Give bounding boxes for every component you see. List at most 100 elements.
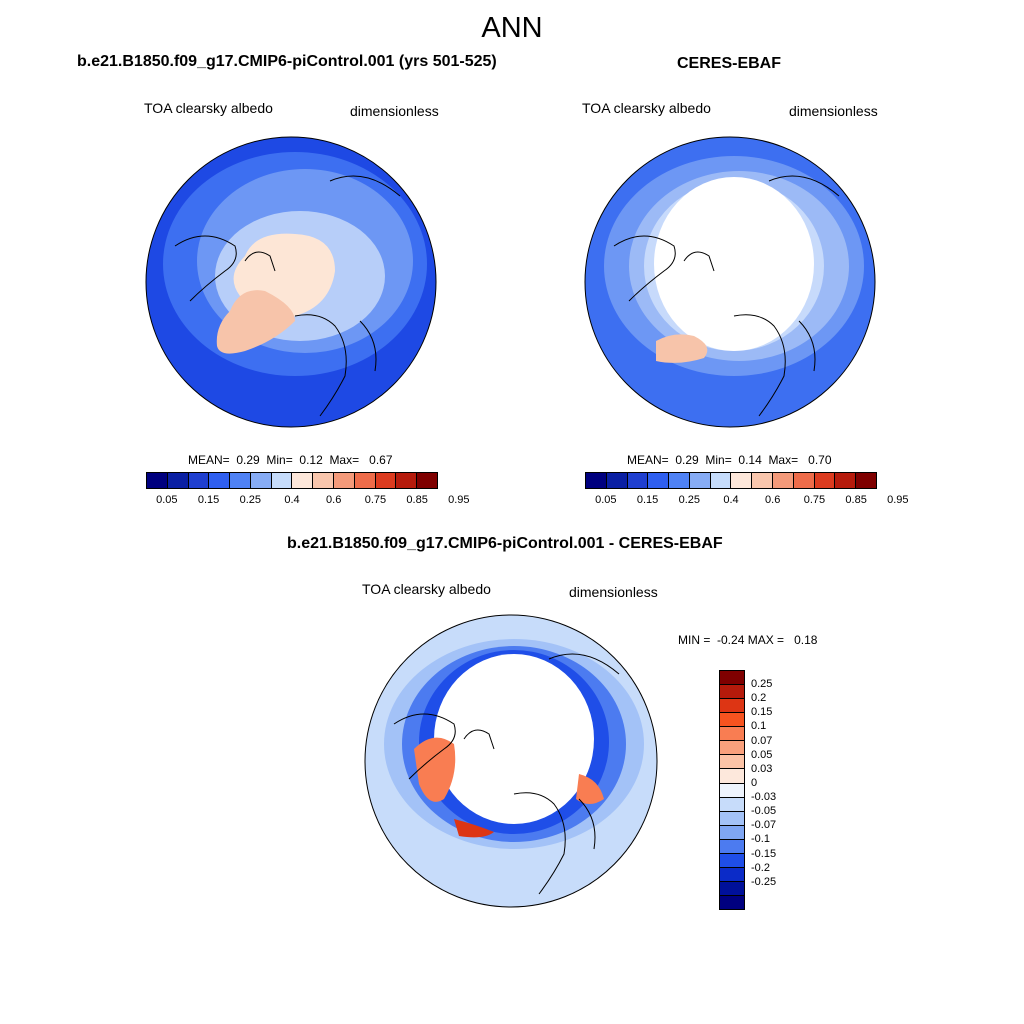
- colorbar-tick-label: 0.85: [406, 494, 428, 506]
- colorbar-swatch: [689, 473, 711, 488]
- colorbar-swatch: [856, 473, 876, 488]
- obs-variable-label: TOA clearsky albedo: [582, 100, 711, 116]
- colorbar-swatch: [720, 797, 744, 812]
- colorbar-swatch: [313, 473, 335, 488]
- diff-colorbar-ticks: 0.25 0.2 0.15 0.1 0.07 0.05 0.03 0 -0.03 -0.05 -0.…: [751, 670, 791, 910]
- colorbar-swatch: [720, 699, 744, 714]
- diff-stats: MIN = -0.24 MAX = 0.18: [678, 633, 818, 647]
- colorbar-swatch: [292, 473, 314, 488]
- colorbar-tick-label: -0.07: [751, 819, 777, 832]
- diff-colorbar: [719, 670, 745, 910]
- diff-coastline: [393, 653, 620, 895]
- colorbar-swatch: [375, 473, 397, 488]
- colorbar-swatch: [230, 473, 251, 488]
- colorbar-swatch: [773, 473, 794, 488]
- colorbar-swatch: [835, 473, 857, 488]
- obs-colorbar: [585, 472, 877, 489]
- model-colorbar-ticks: 0.05 0.15 0.25 0.4 0.6 0.75 0.85 0.95: [146, 494, 469, 508]
- colorbar-tick-label: 0: [751, 776, 758, 789]
- colorbar-tick-label: 0.15: [636, 494, 659, 506]
- diff-positive-anomaly: [414, 737, 456, 802]
- colorbar-swatch: [720, 741, 744, 756]
- colorbar-swatch: [606, 473, 628, 488]
- obs-sea-ice-cap: [654, 177, 814, 351]
- diff-units-label: dimensionless: [569, 584, 658, 600]
- colorbar-tick-label: 0.15: [751, 706, 773, 719]
- colorbar-swatch: [720, 783, 744, 798]
- model-stats: MEAN= 0.29 Min= 0.12 Max= 0.67: [188, 453, 393, 467]
- colorbar-swatch: [720, 755, 744, 770]
- obs-units-label: dimensionless: [789, 103, 878, 119]
- colorbar-swatch: [720, 853, 744, 868]
- colorbar-tick-label: 0.25: [678, 494, 700, 506]
- colorbar-swatch: [720, 825, 744, 840]
- colorbar-swatch: [720, 811, 744, 826]
- colorbar-tick-label: 0.95: [448, 494, 470, 506]
- colorbar-swatch: [710, 473, 732, 488]
- colorbar-tick-label: 0.75: [803, 494, 826, 506]
- colorbar-tick-label: 0.15: [197, 494, 220, 506]
- model-colorbar: [146, 472, 438, 489]
- colorbar-tick-label: 0.4: [284, 494, 300, 506]
- colorbar-tick-label: 0.03: [751, 762, 773, 775]
- colorbar-swatch: [720, 727, 744, 742]
- colorbar-tick-label: 0.6: [765, 494, 781, 506]
- colorbar-swatch: [417, 473, 437, 488]
- colorbar-tick-label: 0.75: [364, 494, 387, 506]
- colorbar-swatch: [720, 839, 744, 854]
- colorbar-swatch: [147, 473, 168, 488]
- colorbar-tick-label: 0.25: [751, 678, 773, 691]
- colorbar-swatch: [814, 473, 836, 488]
- colorbar-swatch: [720, 867, 744, 882]
- colorbar-swatch: [334, 473, 355, 488]
- colorbar-tick-label: 0.4: [723, 494, 739, 506]
- colorbar-swatch: [354, 473, 376, 488]
- colorbar-tick-label: 0.05: [595, 494, 617, 506]
- colorbar-tick-label: 0.1: [751, 720, 767, 733]
- model-polar-map: [145, 136, 437, 428]
- colorbar-swatch: [586, 473, 607, 488]
- colorbar-tick-label: -0.1: [751, 833, 770, 846]
- model-greenland: [216, 290, 295, 354]
- colorbar-swatch: [188, 473, 210, 488]
- model-panel-title: b.e21.B1850.f09_g17.CMIP6-piControl.001 …: [77, 53, 497, 70]
- diff-variable-label: TOA clearsky albedo: [362, 581, 491, 597]
- obs-stats: MEAN= 0.29 Min= 0.14 Max= 0.70: [627, 453, 832, 467]
- obs-panel-title: CERES-EBAF: [677, 55, 782, 72]
- colorbar-tick-label: -0.03: [751, 791, 777, 804]
- colorbar-tick-label: 0.95: [887, 494, 909, 506]
- colorbar-swatch: [167, 473, 189, 488]
- diff-polar-map: [364, 614, 658, 908]
- diff-positive-anomaly: [454, 819, 494, 838]
- colorbar-tick-label: 0.05: [751, 748, 773, 761]
- colorbar-swatch: [250, 473, 272, 488]
- colorbar-swatch: [271, 473, 293, 488]
- colorbar-tick-label: -0.2: [751, 861, 770, 874]
- colorbar-swatch: [793, 473, 815, 488]
- colorbar-tick-label: -0.15: [751, 847, 777, 860]
- colorbar-swatch: [720, 881, 744, 896]
- obs-greenland: [656, 334, 708, 363]
- colorbar-swatch: [720, 769, 744, 784]
- colorbar-swatch: [731, 473, 753, 488]
- colorbar-swatch: [669, 473, 690, 488]
- colorbar-tick-label: 0.25: [239, 494, 261, 506]
- colorbar-swatch: [209, 473, 231, 488]
- colorbar-swatch: [752, 473, 774, 488]
- diff-positive-anomaly: [576, 774, 604, 804]
- colorbar-tick-label: 0.05: [156, 494, 178, 506]
- model-coastline: [174, 175, 401, 417]
- obs-coastline: [613, 175, 840, 417]
- colorbar-tick-label: -0.25: [751, 875, 777, 888]
- model-variable-label: TOA clearsky albedo: [144, 100, 273, 116]
- model-units-label: dimensionless: [350, 103, 439, 119]
- obs-polar-map: [584, 136, 876, 428]
- colorbar-swatch: [396, 473, 418, 488]
- obs-colorbar-ticks: 0.05 0.15 0.25 0.4 0.6 0.75 0.85 0.95: [585, 494, 908, 508]
- colorbar-tick-label: 0.07: [751, 734, 773, 747]
- colorbar-swatch: [720, 896, 744, 910]
- season-title: ANN: [481, 12, 543, 44]
- colorbar-tick-label: 0.2: [751, 692, 767, 705]
- colorbar-swatch: [720, 671, 744, 686]
- colorbar-swatch: [648, 473, 670, 488]
